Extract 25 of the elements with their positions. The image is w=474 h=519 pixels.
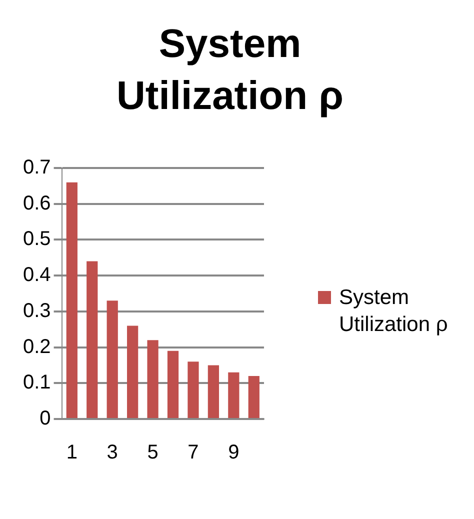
chart-title: System Utilization ρ — [116, 21, 344, 120]
y-tick-label: 0.7 — [22, 156, 51, 179]
y-tick-label: 0.3 — [22, 300, 51, 322]
bar — [106, 300, 118, 418]
legend-label: System Utilization ρ — [339, 285, 449, 338]
bar — [188, 362, 199, 418]
bar — [248, 376, 260, 418]
y-tick-label: 0 — [40, 408, 51, 430]
y-tick-label: 0.5 — [22, 228, 51, 250]
y-tick-label: 0.4 — [22, 264, 51, 286]
y-tick-label: 0.2 — [22, 336, 51, 358]
x-tick-label: 7 — [188, 442, 199, 464]
bar — [167, 350, 179, 418]
y-tick-label: 0.1 — [22, 372, 51, 394]
bar — [86, 261, 98, 418]
bar — [208, 365, 220, 418]
x-tick-label: 3 — [106, 442, 118, 464]
y-tick-label: 0.6 — [22, 192, 51, 214]
x-tick-label: 9 — [228, 442, 240, 464]
bar — [66, 182, 78, 418]
bar — [127, 326, 138, 418]
bar — [228, 372, 240, 418]
x-tick-label: 5 — [147, 442, 158, 464]
x-tick-label: 1 — [66, 442, 78, 464]
bar — [147, 340, 158, 418]
